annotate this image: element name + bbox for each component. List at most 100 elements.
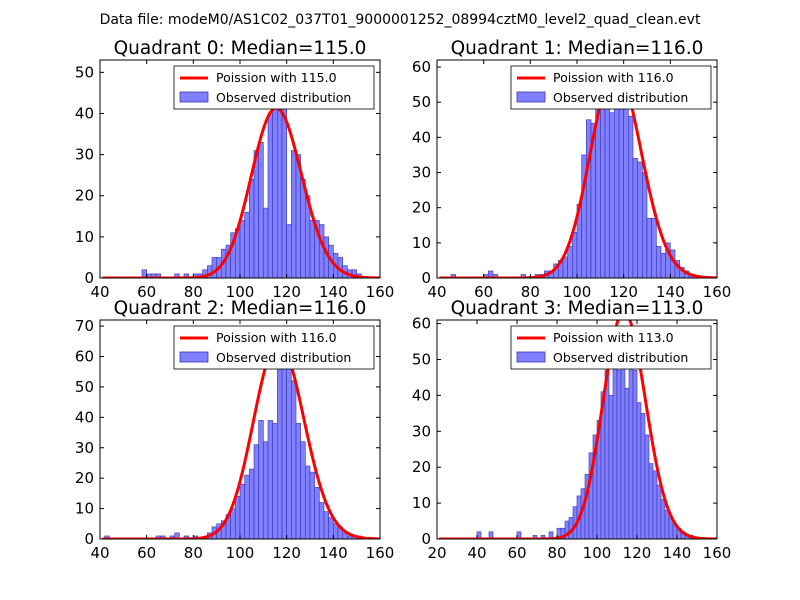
x-tick-label: 60 <box>474 283 493 301</box>
legend: Poission with 113.0 Observed distribution <box>510 325 712 370</box>
histogram-bar <box>244 211 250 278</box>
histogram-bar <box>586 119 592 278</box>
x-tick-label: 140 <box>319 544 348 562</box>
y-tick-label: 40 <box>412 386 431 404</box>
y-tick-label: 20 <box>412 199 431 217</box>
histogram-bar <box>623 84 629 278</box>
legend-bar-swatch <box>516 351 546 363</box>
histogram-bar <box>656 484 662 539</box>
histogram-bar <box>258 420 264 539</box>
histogram-bar <box>263 207 269 278</box>
histogram-bar <box>532 535 538 539</box>
y-tick-label: 20 <box>412 458 431 476</box>
histogram-bar <box>309 220 315 278</box>
legend-label-observed: Observed distribution <box>553 90 688 105</box>
histogram-bar <box>323 511 329 539</box>
x-tick-label: 120 <box>609 283 638 301</box>
histogram-bar <box>548 531 554 539</box>
histogram-bar <box>488 531 494 539</box>
plot-area <box>439 66 717 278</box>
histogram-bar <box>328 517 334 539</box>
y-tick-label: 30 <box>75 146 94 164</box>
histogram-bar <box>604 369 610 539</box>
y-tick-label: 40 <box>412 128 431 146</box>
histogram-bar <box>309 471 315 539</box>
histogram-bar <box>628 115 634 278</box>
histogram-bar <box>652 470 658 539</box>
poisson-curve <box>102 340 380 539</box>
histogram-bar <box>291 380 297 539</box>
histogram-bar <box>640 413 646 539</box>
x-tick-label: 160 <box>366 544 395 562</box>
histogram-bar <box>567 246 573 278</box>
histogram-bar <box>319 224 325 278</box>
histogram-bar <box>305 465 311 539</box>
histogram-bar <box>300 441 306 539</box>
y-tick-label: 60 <box>412 315 431 333</box>
x-tick-label: 20 <box>427 544 446 562</box>
histogram-bar <box>609 112 615 278</box>
histogram-bar <box>291 150 297 278</box>
y-tick-label: 40 <box>75 408 94 426</box>
plot-area <box>102 328 380 539</box>
legend: Poission with 115.0 Observed distribution <box>173 65 375 110</box>
legend-bar-swatch <box>516 91 546 103</box>
quadrant-2-panel: 40 60 80 100 120 140 160 0 10 20 30 40 50 60 70 Quadran… <box>75 298 394 562</box>
x-tick-label: 60 <box>137 283 156 301</box>
x-tick-label: 80 <box>521 283 540 301</box>
figure-title: Data file: modeM0/AS1C02_037T01_90000012… <box>100 12 701 28</box>
y-tick-label: 70 <box>75 317 94 335</box>
legend-label-poisson: Poission with 115.0 <box>216 70 337 85</box>
y-tick-label: 40 <box>75 104 94 122</box>
legend-bar-swatch <box>179 351 209 363</box>
y-tick-label: 50 <box>75 63 94 81</box>
x-tick-label: 120 <box>623 544 652 562</box>
legend-label-observed: Observed distribution <box>216 350 351 365</box>
quadrant-3-panel: 20 40 60 80 100 120 140 160 0 10 20 30 40 50 60 Quadran… <box>412 298 731 562</box>
x-tick-label: 120 <box>272 283 301 301</box>
quadrant-0-panel: 40 60 80 100 120 140 160 0 10 20 30 40 50 Quadrant 0:… <box>75 38 394 301</box>
panel-title: Quadrant 1: Median=116.0 <box>451 38 704 59</box>
histogram-bar <box>272 423 278 539</box>
y-tick-label: 10 <box>75 500 94 518</box>
y-tick-label: 10 <box>75 228 94 246</box>
x-tick-label: 60 <box>137 544 156 562</box>
poisson-curve <box>102 106 380 278</box>
histogram-bar <box>632 158 638 278</box>
histogram-bar <box>253 150 259 278</box>
y-tick-label: 60 <box>412 58 431 76</box>
x-tick-label: 80 <box>547 544 566 562</box>
y-tick-label: 30 <box>412 164 431 182</box>
histogram-bar <box>286 344 292 539</box>
histogram-bar <box>648 463 654 539</box>
y-tick-label: 0 <box>421 269 431 287</box>
x-tick-label: 100 <box>583 544 612 562</box>
legend-label-observed: Observed distribution <box>553 350 688 365</box>
x-tick-label: 160 <box>366 283 395 301</box>
y-tick-label: 30 <box>412 422 431 440</box>
histogram-bar <box>314 486 320 539</box>
histogram-bar <box>230 508 236 539</box>
legend-bar-swatch <box>179 91 209 103</box>
quadrant-1-panel: 40 60 80 100 120 140 160 0 10 20 30 40 50 60 Quadrant … <box>412 38 731 301</box>
histogram-bar <box>572 231 578 278</box>
legend-label-poisson: Poission with 116.0 <box>216 330 337 345</box>
histogram-bar <box>612 366 618 539</box>
panel-title: Quadrant 3: Median=113.0 <box>451 298 704 319</box>
y-tick-label: 50 <box>412 93 431 111</box>
x-tick-label: 140 <box>663 544 692 562</box>
histogram-bar <box>253 444 259 539</box>
panel-title: Quadrant 2: Median=116.0 <box>114 298 367 319</box>
legend-label-poisson: Poission with 113.0 <box>553 330 674 345</box>
histogram-bar <box>664 509 670 539</box>
histogram-bar <box>620 344 626 539</box>
histogram-bar <box>174 532 180 539</box>
poisson-curve <box>439 66 717 278</box>
y-tick-label: 50 <box>412 350 431 368</box>
legend-label-poisson: Poission with 116.0 <box>553 70 674 85</box>
histogram-bar <box>300 178 306 278</box>
histogram-bar <box>211 257 217 278</box>
x-tick-label: 160 <box>703 283 732 301</box>
panel-title: Quadrant 0: Median=115.0 <box>114 38 367 59</box>
